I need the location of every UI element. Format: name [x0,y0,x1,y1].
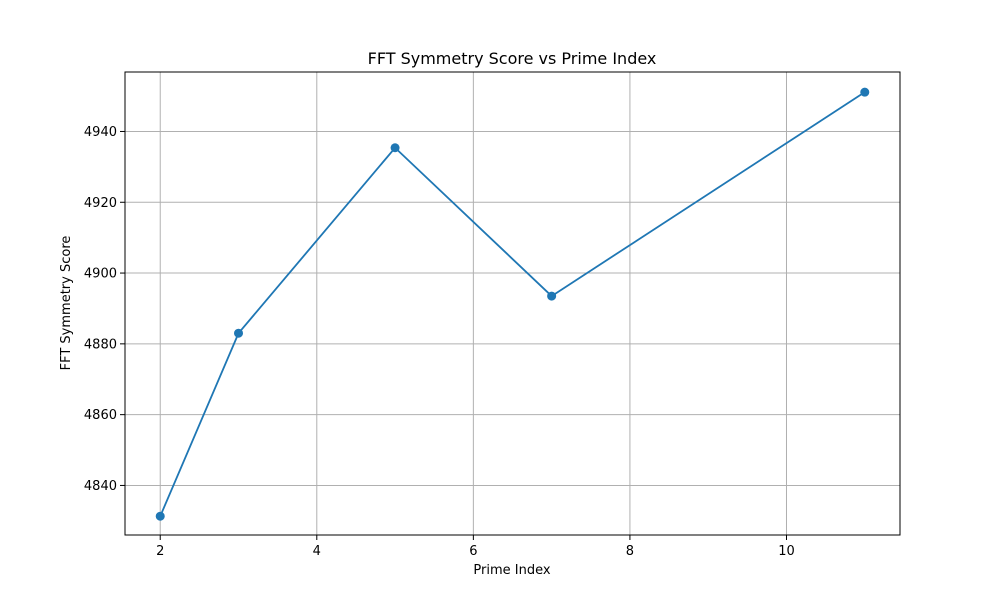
y-tick-label: 4880 [84,337,117,352]
x-tick-label: 4 [313,544,321,559]
x-tick-label: 8 [626,544,634,559]
x-tick-label: 10 [778,544,795,559]
data-point [234,328,244,338]
x-tick-label: 6 [469,544,477,559]
y-tick-label: 4940 [84,125,117,140]
data-point [860,87,870,97]
plot-frame [124,71,901,536]
y-tick-label: 4920 [84,196,117,211]
chart-title: FFT Symmetry Score vs Prime Index [368,49,657,68]
data-point [390,143,400,153]
x-tick-label: 2 [156,544,164,559]
grid [125,72,900,535]
series-layer [155,87,870,521]
data-point [547,291,557,301]
data-point [155,511,165,521]
ticks: 2 4 6 8 10 4840 4860 4880 4900 4920 4940 [84,125,795,559]
y-tick-label: 4900 [84,267,117,282]
y-axis-label: FFT Symmetry Score [59,236,74,371]
y-tick-label: 4860 [84,408,117,423]
x-axis-label: Prime Index [473,563,550,578]
y-tick-label: 4840 [84,479,117,494]
series-line [159,91,866,517]
